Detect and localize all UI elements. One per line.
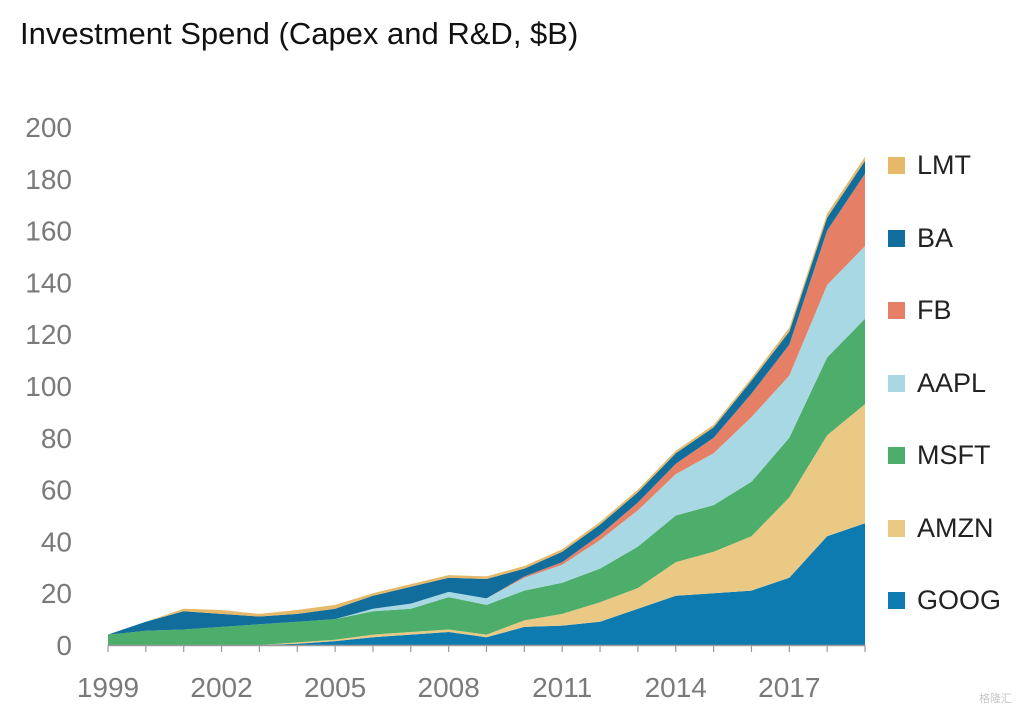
- legend-swatch: [888, 157, 905, 174]
- x-tick-label: 2011: [532, 672, 592, 703]
- x-tick-label: 2002: [190, 672, 252, 703]
- area-goog: [108, 523, 865, 645]
- y-tick-label: 20: [41, 578, 72, 609]
- y-tick-label: 180: [25, 164, 72, 195]
- x-tick-label: 1999: [77, 672, 139, 703]
- x-tick-label: 2014: [645, 672, 707, 703]
- legend-item-amzn: AMZN: [888, 513, 994, 544]
- area-amzn: [108, 404, 865, 645]
- y-tick-label: 140: [25, 267, 72, 298]
- x-axis-ticks: 1999 2002 2005 2008 2011 2014 2017: [77, 672, 821, 703]
- legend-item-lmt: LMT: [888, 150, 971, 181]
- legend-item-ba: BA: [888, 223, 953, 254]
- y-tick-label: 40: [41, 526, 72, 557]
- x-tick-label: 2008: [418, 672, 480, 703]
- legend-label: AAPL: [917, 367, 987, 398]
- legend-item-aapl: AAPL: [888, 368, 986, 399]
- legend-swatch: [888, 302, 905, 319]
- x-tick-label: 2005: [304, 672, 366, 703]
- legend-item-msft: MSFT: [888, 440, 991, 471]
- legend-label: BA: [917, 222, 954, 253]
- y-tick-label: 80: [41, 423, 72, 454]
- stacked-areas: [108, 156, 865, 645]
- legend-label: LMT: [917, 150, 971, 180]
- axes: [107, 644, 866, 652]
- y-tick-label: 0: [56, 630, 72, 661]
- legend-swatch: [888, 592, 905, 609]
- chart-title: Investment Spend (Capex and R&D, $B): [20, 16, 579, 51]
- legend-label: FB: [917, 295, 952, 325]
- legend-label: GOOG: [917, 585, 1002, 615]
- y-tick-label: 160: [25, 216, 72, 247]
- legend-swatch: [888, 519, 905, 537]
- y-axis-ticks: 0 20 40 60 80 100 120 140 160 180 200: [25, 112, 72, 661]
- x-tick-label: 2017: [758, 672, 820, 703]
- legend-swatch: [888, 229, 905, 247]
- watermark: 格隆汇: [979, 693, 1012, 705]
- y-tick-label: 200: [25, 112, 72, 143]
- legend-swatch: [888, 447, 905, 464]
- legend-label: MSFT: [917, 440, 991, 470]
- legend-swatch: [888, 374, 905, 392]
- legend-item-fb: FB: [888, 295, 952, 326]
- y-tick-label: 60: [41, 475, 72, 506]
- legend-label: AMZN: [917, 512, 994, 543]
- y-tick-label: 100: [25, 371, 72, 402]
- y-tick-label: 120: [25, 319, 72, 350]
- legend-item-goog: GOOG: [888, 585, 1001, 616]
